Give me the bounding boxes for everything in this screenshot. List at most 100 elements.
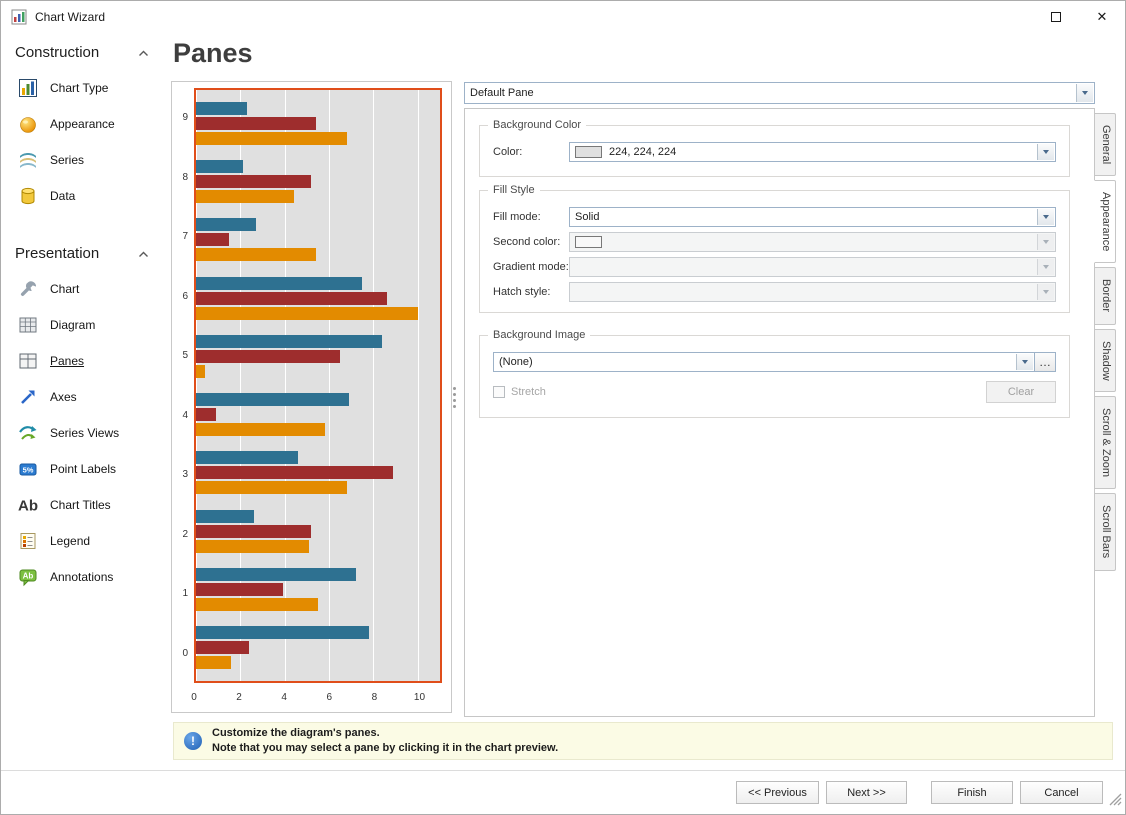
sidebar-item-axes[interactable]: Axes [1,379,167,415]
chart-titles-icon: Ab [17,495,39,515]
fill-mode-combo[interactable]: Solid [569,207,1056,227]
chevron-up-icon [138,44,149,61]
color-value: 224, 224, 224 [609,146,676,158]
chart-pane[interactable] [194,88,442,683]
sidebar-item-diagram[interactable]: Diagram [1,307,167,343]
splitter-dot [453,387,456,390]
app-icon [11,9,27,25]
tab-scroll-bars[interactable]: Scroll Bars [1094,493,1116,570]
x-tick-label: 0 [191,692,197,703]
chart-x-axis-labels: 0246810 [194,692,442,705]
second-color-swatch [575,236,602,248]
chart-bar [196,626,369,639]
close-button[interactable]: ✕ [1079,1,1125,33]
chart-type-icon [17,78,39,98]
section-label: Presentation [15,245,99,262]
splitter-handle[interactable] [453,387,456,408]
hatch-style-label: Hatch style: [493,286,569,298]
maximize-button[interactable] [1033,1,1079,33]
sidebar-item-series-views[interactable]: Series Views [1,415,167,451]
chart-bar [196,160,243,173]
background-image-group: Background Image (None) … Stretch Clear [479,335,1070,418]
sidebar-item-label: Series Views [50,426,119,440]
group-title: Background Color [488,119,586,131]
sidebar-item-annotations[interactable]: Ab Annotations [1,559,167,595]
stretch-checkbox [493,386,505,398]
chart-bar [196,292,387,305]
combo-dropdown-button[interactable] [1037,144,1054,160]
resize-grip-icon[interactable] [1109,793,1122,811]
chart-y-axis-labels: 9876543210 [172,88,192,683]
info-line-1: Customize the diagram's panes. [212,726,558,741]
combo-dropdown-button[interactable] [1016,354,1033,370]
pane-selector-combo[interactable]: Default Pane [464,82,1095,104]
info-line-2: Note that you may select a pane by click… [212,741,558,756]
sidebar-item-chart-type[interactable]: Chart Type [1,70,167,106]
bar-group [196,152,440,210]
combo-dropdown-button [1037,234,1054,250]
sidebar-section-presentation[interactable]: Presentation [1,236,167,271]
y-tick-label: 9 [172,88,192,148]
cancel-button[interactable]: Cancel [1020,781,1103,804]
svg-text:5%: 5% [23,466,34,475]
tab-appearance[interactable]: Appearance [1094,180,1116,263]
pane-settings-panel: Background Color Color: 224, 224, 224 Fi… [464,108,1095,717]
chart-bar [196,568,356,581]
hatch-style-combo [569,282,1056,302]
sidebar-item-label: Point Labels [50,462,116,476]
chart-bar [196,583,283,596]
sidebar-item-legend[interactable]: Legend [1,523,167,559]
sidebar-item-chart-titles[interactable]: Ab Chart Titles [1,487,167,523]
tab-border[interactable]: Border [1094,267,1116,324]
background-image-combo[interactable]: (None) [493,352,1035,372]
chart-bar [196,117,316,130]
sidebar-item-label: Chart Titles [50,498,111,512]
background-color-combo[interactable]: 224, 224, 224 [569,142,1056,162]
sidebar-section-construction[interactable]: Construction [1,35,167,70]
bar-group [196,94,440,152]
sidebar-item-label: Axes [50,390,77,404]
sidebar-item-panes[interactable]: Panes [1,343,167,379]
point-labels-icon: 5% [17,459,39,479]
appearance-icon [17,114,39,134]
tab-general[interactable]: General [1094,113,1116,176]
sidebar-item-data[interactable]: Data [1,178,167,214]
bar-group [196,385,440,443]
group-title: Fill Style [488,184,540,196]
chart-bar [196,175,311,188]
y-tick-label: 7 [172,207,192,267]
bar-group [196,619,440,677]
chart-bar [196,525,311,538]
panes-icon [17,351,39,371]
finish-button[interactable]: Finish [931,781,1013,804]
combo-dropdown-button[interactable] [1076,84,1093,102]
y-tick-label: 3 [172,445,192,505]
sidebar-item-series[interactable]: Series [1,142,167,178]
bar-group [196,444,440,502]
fill-mode-value: Solid [575,211,599,223]
combo-dropdown-button[interactable] [1037,209,1054,225]
clear-button: Clear [986,381,1056,403]
previous-button[interactable]: << Previous [736,781,819,804]
next-button[interactable]: Next >> [826,781,907,804]
fill-style-group: Fill Style Fill mode: Solid Second color… [479,190,1070,313]
tab-scroll-zoom[interactable]: Scroll & Zoom [1094,396,1116,489]
chart-bar [196,451,298,464]
footer-separator [1,770,1125,771]
chart-preview[interactable]: 9876543210 0246810 [171,81,452,713]
sidebar-item-label: Annotations [50,570,113,584]
gradient-mode-label: Gradient mode: [493,261,569,273]
sidebar-item-appearance[interactable]: Appearance [1,106,167,142]
bar-group [196,269,440,327]
browse-button[interactable]: … [1035,352,1056,372]
tab-shadow[interactable]: Shadow [1094,329,1116,393]
sidebar-item-chart[interactable]: Chart [1,271,167,307]
stretch-label: Stretch [511,386,546,398]
y-tick-label: 2 [172,505,192,565]
y-tick-label: 8 [172,148,192,208]
axes-icon [17,387,39,407]
chevron-down-icon [1043,265,1049,269]
sidebar-item-point-labels[interactable]: 5% Point Labels [1,451,167,487]
title-bar[interactable]: Chart Wizard ✕ [1,1,1125,33]
page-title: Panes [173,39,253,67]
